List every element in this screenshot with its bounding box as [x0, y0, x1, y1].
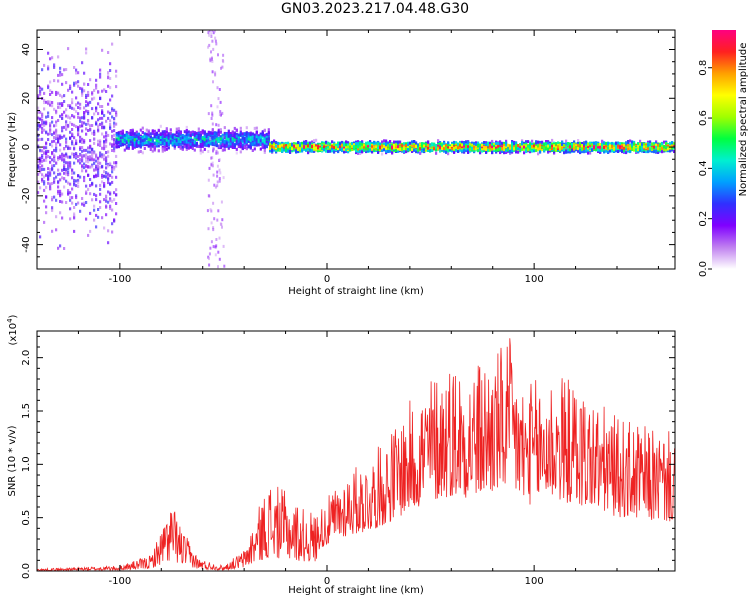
- y-tick-label: 0.0: [21, 563, 32, 579]
- y-tick-label: 40: [21, 43, 32, 56]
- y-tick-label: -40: [21, 236, 32, 252]
- y-tick-label: 1.5: [21, 403, 32, 419]
- colorbar-tick-label: 0.0: [698, 261, 709, 277]
- y-tick-label: 1.0: [21, 456, 32, 472]
- spectrogram-plot: [37, 30, 675, 269]
- x-axis-label: Height of straight line (km): [288, 585, 424, 596]
- snr-axes: -100 0 100 0.0 0.5 1.0 1.5 2.0 Height of straigh…: [6, 314, 675, 596]
- x-tick-label: 100: [525, 576, 544, 587]
- spectrogram-cells: [37, 30, 675, 269]
- colorbar-tick-label: 0.4: [698, 160, 709, 176]
- x-tick-label: -100: [109, 576, 132, 587]
- colorbar-label: Normalized spectral amplitude: [738, 43, 749, 197]
- x-tick-label: 0: [324, 576, 330, 587]
- y-scale-factor: (x104): [6, 314, 19, 345]
- snr-frame: [36, 330, 676, 572]
- y-tick-label: 2.0: [21, 350, 32, 366]
- chart-title: GN03.2023.217.04.48.G30: [280, 1, 470, 17]
- x-tick-label: -100: [109, 274, 132, 285]
- colorbar-tick-label: 0.6: [698, 110, 709, 126]
- x-tick-label: 0: [324, 274, 330, 285]
- colorbar-tick-label: 0.2: [698, 211, 709, 227]
- y-axis-label: SNR (10 * v/v): [7, 425, 18, 496]
- y-tick-label: 0.5: [21, 510, 32, 526]
- colorbar: 0.0 0.2 0.4 0.6 0.8 Normalized spectral ampli…: [698, 30, 749, 277]
- x-axis-label: Height of straight line (km): [288, 286, 424, 297]
- y-tick-label: 0: [21, 144, 32, 150]
- snr-plot: [36, 338, 676, 572]
- colorbar-tick-label: 0.8: [698, 60, 709, 76]
- snr-series-line: [36, 338, 676, 572]
- y-axis-label: Frequency (Hz): [7, 112, 18, 188]
- colorbar-gradient: [712, 30, 736, 269]
- x-tick-label: 100: [525, 274, 544, 285]
- y-tick-label: -20: [21, 188, 32, 204]
- spectrogram-axes: -100 0 100 -40 -20 0 20 40 Height of straight li…: [7, 30, 675, 297]
- y-tick-label: 20: [21, 92, 32, 105]
- spectrogram-frame: [36, 29, 676, 270]
